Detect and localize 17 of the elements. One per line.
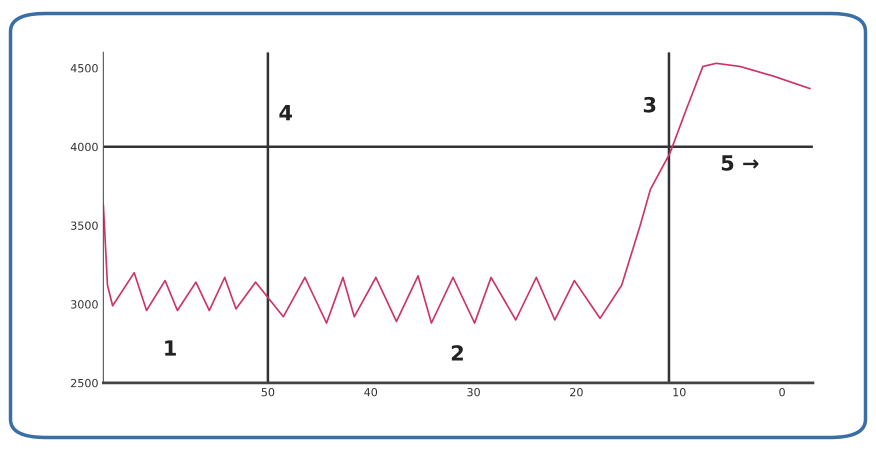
y-tick-label: 3000 — [71, 300, 98, 309]
annotation: 5 → — [722, 155, 758, 171]
annotation: 3 — [644, 96, 656, 113]
y-tick-label: 3500 — [71, 221, 98, 230]
annotation: 4 — [279, 105, 292, 120]
x-tick-label: 10 — [673, 388, 686, 396]
x-tick-label: 50 — [262, 388, 274, 396]
annotation: 2 — [452, 345, 463, 361]
y-tick-label: 2500 — [71, 378, 98, 388]
x-tick-label: 30 — [467, 388, 480, 396]
annotation: 1 — [165, 340, 176, 356]
line-series — [103, 62, 811, 324]
x-tick-label: 40 — [364, 388, 378, 396]
y-tick-label: 4500 — [70, 64, 98, 72]
x-tick-label: 20 — [570, 388, 583, 396]
x-tick-label: 0 — [779, 388, 785, 396]
y-tick-label: 4000 — [70, 142, 98, 152]
